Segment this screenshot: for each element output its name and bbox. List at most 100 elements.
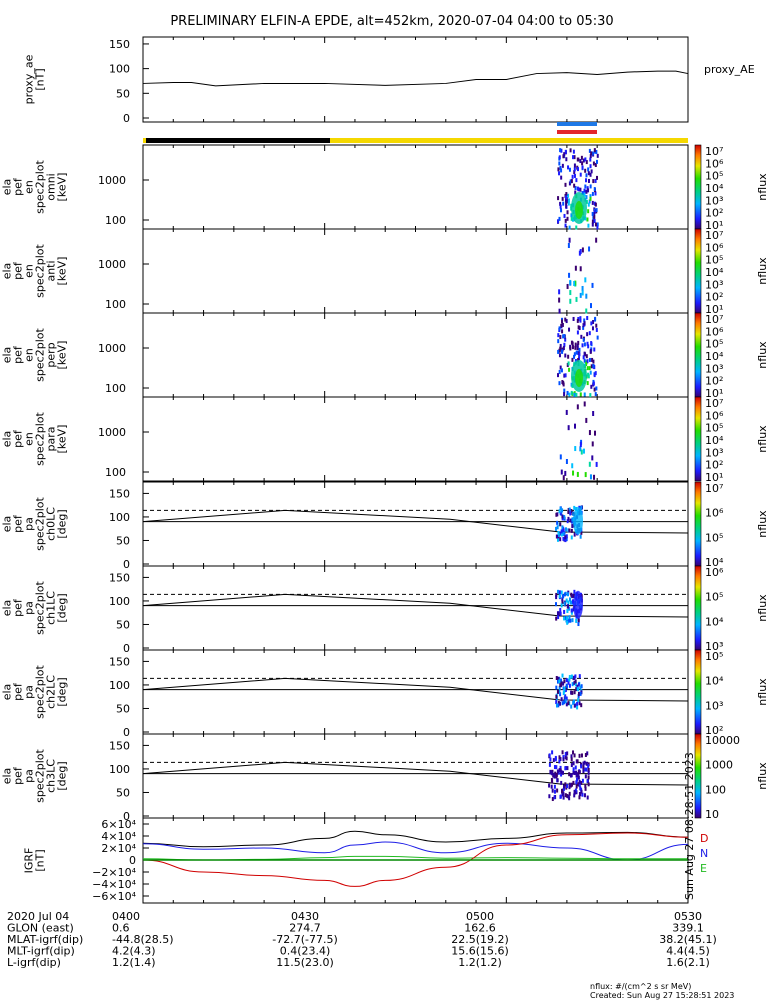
spectrogram-pixel <box>588 430 591 436</box>
spectrogram-pixel <box>586 341 589 346</box>
spectrogram-pixel <box>594 222 597 227</box>
pitch-pixel <box>560 590 563 595</box>
pitch-ylabel: spec2plot <box>34 665 47 719</box>
proxy-ae-line <box>142 70 689 87</box>
pitch-pixel <box>567 618 570 623</box>
spectrogram-pixel <box>584 184 587 189</box>
spectrogram-pixel <box>559 343 562 348</box>
pitch-pixel <box>578 692 581 697</box>
pitch-pixel <box>563 786 566 791</box>
pitch-pixel <box>557 701 560 706</box>
pitch-pixel <box>570 763 573 768</box>
energy-ytick: 100 <box>105 382 126 395</box>
pitch-pixel <box>571 690 574 695</box>
spectrogram-pixel <box>582 337 585 342</box>
pitch-colorbar <box>694 733 702 819</box>
energy-ylabel: ela <box>1 431 14 448</box>
igrf-ylabel: [nT] <box>34 849 47 871</box>
pitch-pixel <box>559 794 562 799</box>
flux-core <box>575 201 583 219</box>
spectrogram-pixel <box>594 317 597 322</box>
spectrogram-pixel <box>564 195 567 200</box>
spectrogram-pixel <box>567 361 570 366</box>
spectrogram-pixel <box>573 281 576 287</box>
pitch-pixel <box>582 764 585 769</box>
spectrogram-pixel <box>575 350 578 355</box>
pitch-pixel <box>573 690 576 695</box>
spectrogram-pixel <box>569 179 572 184</box>
spectrogram-pixel <box>591 222 594 227</box>
spectrogram-pixel <box>560 175 563 180</box>
pitch-pixel <box>573 680 576 685</box>
spectrogram-pixel <box>573 354 576 359</box>
spectrogram-pixel <box>584 472 587 478</box>
spectrogram-pixel <box>594 371 597 376</box>
spectrogram-pixel <box>589 164 592 169</box>
pitch-pixel <box>565 696 568 701</box>
spectrogram-pixel <box>567 198 570 203</box>
energy-ylabel: en <box>23 348 36 362</box>
pitch-pixel <box>586 795 589 800</box>
pitch-pixel <box>587 767 590 772</box>
pitch-pixel <box>572 761 575 766</box>
pitch-ytick: 50 <box>116 618 130 631</box>
pitch-pixel <box>582 761 585 766</box>
pitch-pixel <box>555 772 558 777</box>
spectrogram-pixel <box>593 373 596 378</box>
colorbar-tick-label: 10⁶ <box>705 409 724 422</box>
spectrogram-pixel <box>593 218 596 223</box>
spectrogram-pixel <box>591 455 594 461</box>
pitch-pixel <box>580 789 583 794</box>
spectrogram-pixel <box>559 454 562 460</box>
colorbar-tick-label: 10⁴ <box>705 434 724 447</box>
pitch-pixel <box>570 608 573 613</box>
spectrogram-pixel <box>560 168 563 173</box>
pitch-pixel <box>558 509 561 514</box>
pitch-pixel <box>570 528 573 533</box>
colorbar-tick-label: 10 <box>705 808 719 821</box>
spectrogram-pixel <box>558 326 561 331</box>
colorbar-label: nflux <box>756 594 769 622</box>
pitch-pixel <box>573 753 576 758</box>
xaxis-row-label: GLON (east) <box>7 922 74 935</box>
pitch-pixel <box>568 782 571 787</box>
spectrogram-pixel <box>579 159 582 164</box>
pitch-pixel <box>587 764 590 769</box>
pitch-pixel <box>566 592 569 597</box>
pitch-pixel <box>573 793 576 798</box>
pitch-pixel <box>563 515 566 520</box>
spectrogram-pixel <box>563 342 566 347</box>
pitch-ylabel: ela <box>1 768 14 785</box>
pitch-pixel <box>575 618 578 623</box>
energy-ylabel: [keV] <box>56 341 69 370</box>
pitch-pixel <box>564 699 567 704</box>
spectrogram-pixel <box>595 237 598 243</box>
pitch-ylabel: pef <box>12 766 25 785</box>
pitch-pixel <box>555 595 558 600</box>
spectrogram-pixel <box>575 178 578 183</box>
pitch-pixel <box>564 527 567 532</box>
pitch-pixel <box>585 767 588 772</box>
pitch-pixel <box>556 769 559 774</box>
colorbar-tick-label: 10³ <box>705 446 723 459</box>
pitch-pixel <box>580 781 583 786</box>
colorbar-tick-label: 10⁴ <box>705 556 724 569</box>
spectrogram-pixel <box>565 319 568 324</box>
spectrogram-pixel <box>589 474 592 480</box>
pitch-angle-frame <box>142 649 689 735</box>
pitch-pixel <box>549 770 552 775</box>
pitch-ytick: 100 <box>109 595 130 608</box>
energy-ylabel: spec2plot <box>34 328 47 382</box>
spectrogram-pixel <box>583 401 586 407</box>
spectrogram-pixel <box>557 333 560 338</box>
pitch-pixel <box>555 616 558 621</box>
spectrogram-pixel <box>591 357 594 362</box>
pitch-pixel <box>567 516 570 521</box>
spectrogram-pixel <box>559 204 562 209</box>
pitch-pixel <box>557 615 560 620</box>
spectrogram-pixel <box>566 390 569 395</box>
colorbar-tick-label: 10⁷ <box>705 397 723 410</box>
pitch-ytick: 100 <box>109 763 130 776</box>
proxy-ae-ytick: 100 <box>109 63 130 76</box>
xaxis-row-value: -72.7(-77.5) <box>272 933 338 946</box>
